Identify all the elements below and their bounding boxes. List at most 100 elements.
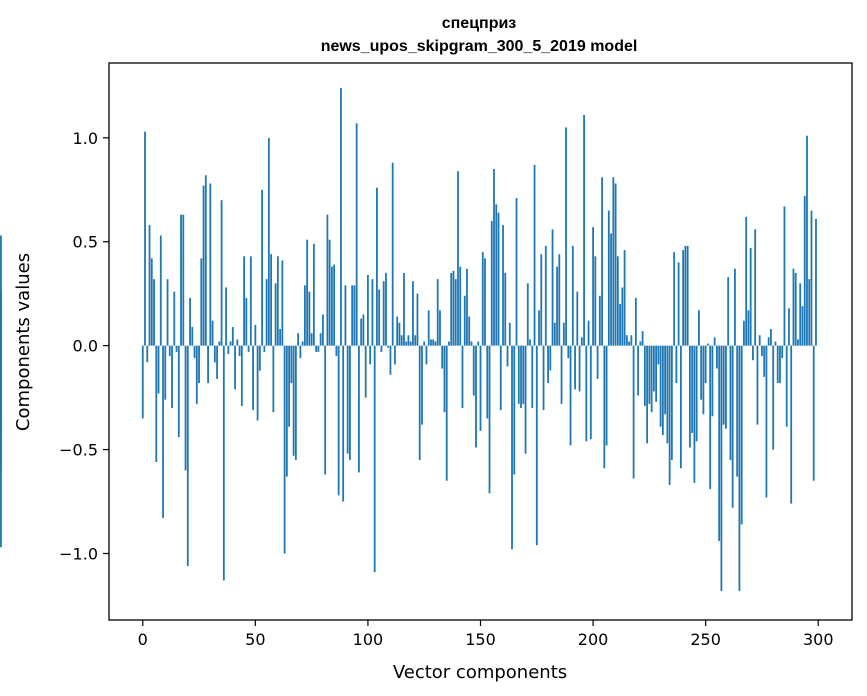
bar-211 bbox=[616, 256, 619, 346]
bar-248 bbox=[700, 345, 703, 400]
bar-124 bbox=[421, 345, 423, 425]
bar-60 bbox=[276, 256, 279, 346]
bar-280 bbox=[772, 345, 775, 450]
bar-8 bbox=[159, 235, 162, 346]
bar-258 bbox=[722, 345, 725, 425]
bar-18 bbox=[182, 214, 185, 346]
bar-116 bbox=[403, 272, 405, 346]
bar-17 bbox=[180, 214, 182, 346]
bar-196 bbox=[583, 114, 585, 346]
bar-134 bbox=[443, 345, 446, 413]
bar-237 bbox=[675, 345, 678, 384]
bar-127 bbox=[427, 310, 430, 346]
bar-204 bbox=[601, 177, 603, 346]
bar-24 bbox=[195, 345, 198, 404]
bar-63 bbox=[283, 345, 286, 554]
bar-265 bbox=[738, 345, 741, 591]
bar-294 bbox=[803, 196, 806, 346]
bar-282 bbox=[776, 345, 779, 384]
bar-108 bbox=[385, 272, 387, 346]
bar-25 bbox=[198, 345, 200, 384]
bar-23 bbox=[193, 345, 196, 359]
bar-250 bbox=[704, 345, 707, 384]
bar-103 bbox=[373, 345, 376, 573]
bar-10 bbox=[164, 345, 167, 400]
bar-192 bbox=[574, 345, 576, 390]
bar-181 bbox=[549, 345, 552, 371]
bar-229 bbox=[657, 345, 660, 365]
x-tick-label-250: 250 bbox=[690, 630, 721, 649]
bar-34 bbox=[218, 341, 221, 346]
bar-12 bbox=[168, 345, 171, 357]
x-tick-label-50: 50 bbox=[245, 630, 265, 649]
bar-114 bbox=[398, 322, 401, 346]
bar-91 bbox=[346, 345, 349, 454]
bar-13 bbox=[171, 345, 173, 409]
bar-209 bbox=[612, 177, 615, 346]
bar-97 bbox=[360, 318, 363, 346]
bar-185 bbox=[558, 254, 561, 346]
bar-6 bbox=[155, 345, 158, 463]
bar-19 bbox=[184, 345, 187, 471]
bar-275 bbox=[761, 345, 763, 357]
bar-299 bbox=[815, 218, 817, 346]
bar-259 bbox=[725, 345, 727, 429]
bar-281 bbox=[774, 341, 777, 346]
bar-260 bbox=[727, 277, 730, 346]
bar-27 bbox=[202, 185, 205, 346]
bar-286 bbox=[785, 345, 788, 427]
bar-83 bbox=[328, 239, 331, 346]
bar-154 bbox=[488, 345, 491, 494]
bar-undefined bbox=[0, 345, 2, 409]
bar-101 bbox=[369, 345, 372, 365]
bar-254 bbox=[713, 337, 716, 346]
bar-285 bbox=[783, 206, 786, 346]
bar-15 bbox=[175, 345, 178, 352]
bar-130 bbox=[434, 341, 437, 346]
bar-153 bbox=[486, 345, 489, 419]
bar-231 bbox=[661, 345, 664, 436]
bar-157 bbox=[495, 204, 498, 346]
bar-164 bbox=[511, 345, 513, 550]
bar-242 bbox=[686, 245, 689, 346]
bar-93 bbox=[351, 285, 354, 346]
bar-136 bbox=[448, 341, 450, 346]
bar-219 bbox=[634, 297, 637, 346]
bar-64 bbox=[285, 345, 288, 477]
bar-226 bbox=[650, 345, 653, 413]
bar-53 bbox=[261, 189, 263, 346]
bar-246 bbox=[695, 345, 698, 442]
bar-243 bbox=[688, 345, 691, 448]
bar-205 bbox=[603, 345, 606, 469]
y-tick-label-0: −1.0 bbox=[59, 544, 98, 563]
bar-244 bbox=[691, 345, 694, 433]
bar-48 bbox=[249, 256, 252, 346]
bar-268 bbox=[745, 216, 748, 346]
bar-72 bbox=[303, 285, 306, 346]
plot-area-frame bbox=[108, 62, 853, 621]
bar-145 bbox=[468, 316, 471, 346]
bar-111 bbox=[391, 162, 394, 346]
bar-105 bbox=[378, 289, 381, 346]
bar-51 bbox=[256, 345, 259, 421]
bar-112 bbox=[394, 345, 396, 365]
bar-165 bbox=[513, 345, 516, 475]
bar-123 bbox=[418, 345, 421, 460]
bar-257 bbox=[720, 345, 723, 591]
bar-266 bbox=[740, 345, 743, 525]
x-axis-ticks: 0 50 100 150 200 250 300 bbox=[138, 620, 834, 649]
bar-40 bbox=[231, 326, 234, 346]
bar-107 bbox=[382, 281, 385, 346]
bar-76 bbox=[312, 243, 315, 346]
bar-113 bbox=[396, 316, 399, 346]
y-tick-label-4: 1.0 bbox=[73, 129, 98, 148]
bar-28 bbox=[204, 175, 207, 346]
bar-55 bbox=[265, 279, 268, 346]
bar-120 bbox=[412, 281, 414, 346]
bar-295 bbox=[806, 135, 808, 346]
bar-31 bbox=[211, 320, 214, 346]
bar-1 bbox=[144, 131, 146, 346]
bar-7 bbox=[157, 345, 160, 394]
bar-171 bbox=[526, 283, 529, 346]
bar-5 bbox=[153, 279, 155, 346]
